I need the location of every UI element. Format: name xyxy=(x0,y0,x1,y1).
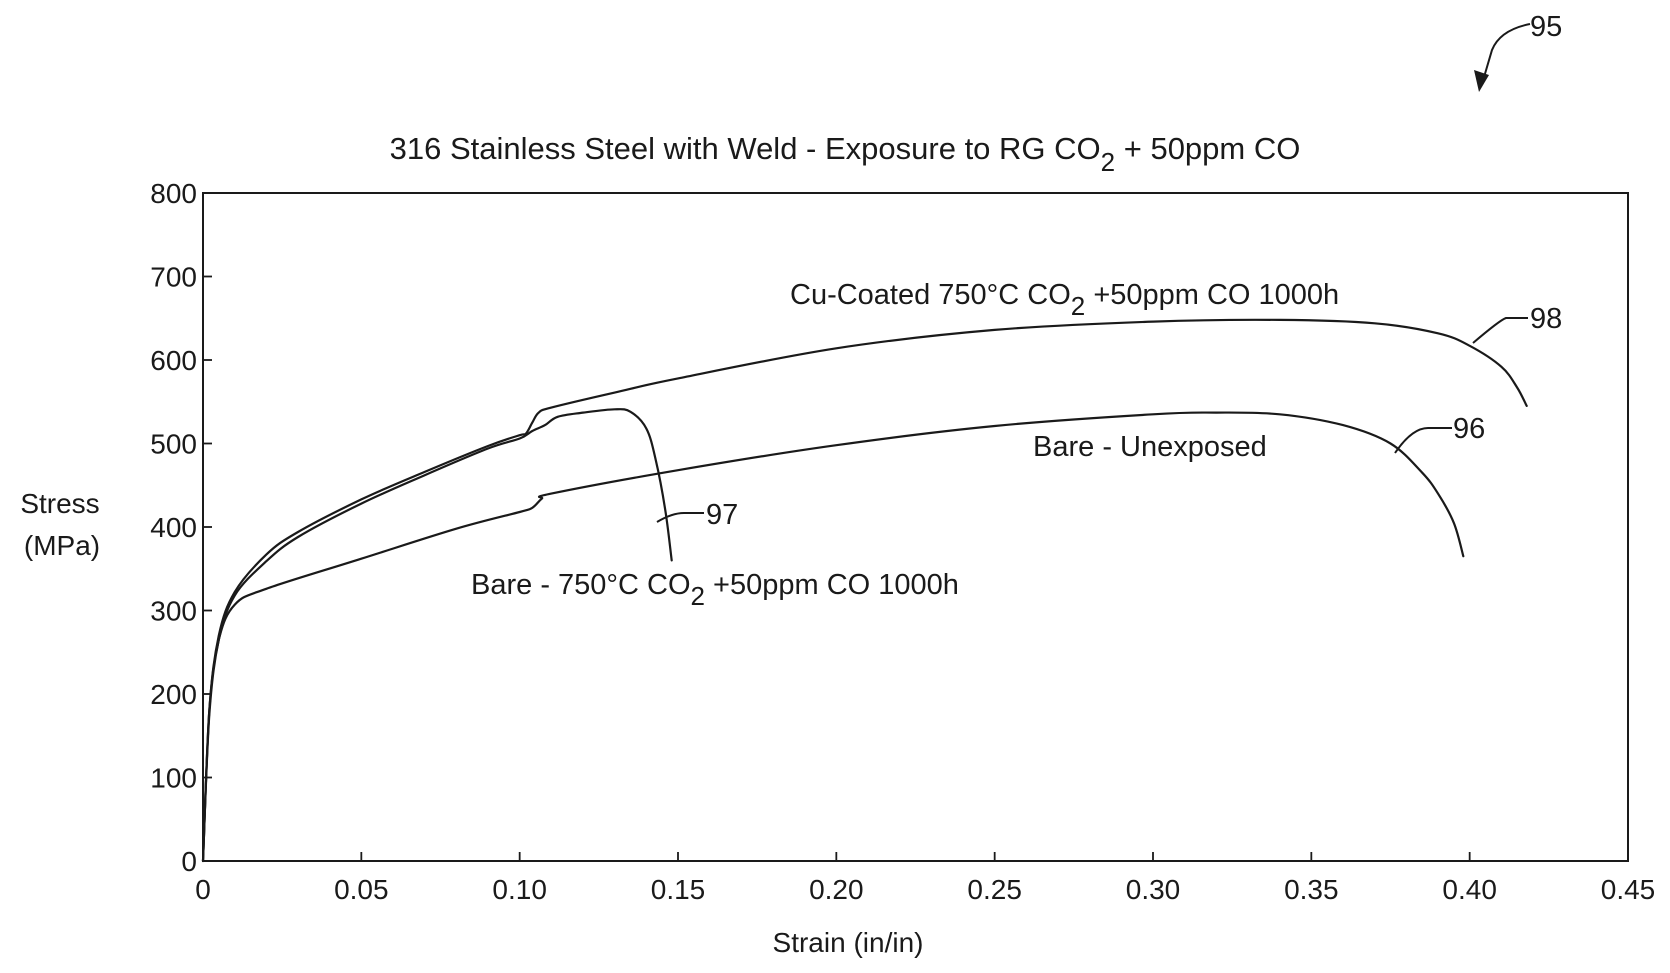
x-tick-label: 0.25 xyxy=(967,874,1022,905)
leader-line-97 xyxy=(656,512,704,523)
x-tick-label: 0.45 xyxy=(1601,874,1656,905)
chart-title-subscript: 2 xyxy=(1101,147,1115,177)
series-curves xyxy=(201,318,1528,863)
y-tick-label: 500 xyxy=(150,429,197,460)
figure-reference-number: 95 xyxy=(1530,11,1562,43)
y-tick-label: 600 xyxy=(150,345,197,376)
figure-reference-arrow-line xyxy=(1481,23,1531,85)
reference-number-96: 96 xyxy=(1453,413,1485,445)
series-line-bare-unexposed xyxy=(201,411,1465,863)
x-axis-ticks: 0 0.05 0.10 0.15 0.20 0.25 0.30 0.35 0.40 0.45 xyxy=(195,852,1655,905)
leader-line-98 xyxy=(1472,317,1528,344)
x-tick-label: 0.05 xyxy=(334,874,389,905)
y-axis-ticks: 0 100 200 300 400 500 600 700 800 xyxy=(150,178,212,877)
chart-title-tail: + 50ppm CO xyxy=(1115,131,1300,166)
series-line-bare-exposed xyxy=(201,408,673,863)
figure-reference: 95 xyxy=(1474,11,1562,92)
y-tick-label: 200 xyxy=(150,679,197,710)
chart-title: 316 Stainless Steel with Weld - Exposure… xyxy=(390,131,1301,177)
leader-line-96 xyxy=(1394,427,1452,454)
x-tick-label: 0.30 xyxy=(1126,874,1181,905)
series-line-cu-coated xyxy=(201,318,1528,863)
series-reference-98: 98 xyxy=(1472,303,1562,344)
x-tick-label: 0.10 xyxy=(492,874,547,905)
x-tick-label: 0.40 xyxy=(1442,874,1497,905)
y-tick-label: 400 xyxy=(150,512,197,543)
figure-reference-arrowhead xyxy=(1474,70,1489,92)
reference-number-97: 97 xyxy=(706,499,738,531)
series-label-bare-exposed: Bare - 750°C CO2 +50ppm CO 1000h xyxy=(471,569,959,611)
x-axis-label: Strain (in/in) xyxy=(773,927,924,958)
x-tick-label: 0.35 xyxy=(1284,874,1339,905)
y-tick-label: 100 xyxy=(150,763,197,794)
y-tick-label: 800 xyxy=(150,178,197,209)
y-axis-label-line-2: (MPa) xyxy=(24,530,100,561)
y-tick-label: 0 xyxy=(181,846,197,877)
y-axis-label-line-1: Stress xyxy=(20,488,99,519)
series-reference-97: 97 xyxy=(656,499,738,531)
chart-title-main: 316 Stainless Steel with Weld - Exposure… xyxy=(390,131,1101,166)
series-reference-96: 96 xyxy=(1394,413,1485,454)
series-label-bare-unexposed: Bare - Unexposed xyxy=(1033,431,1267,463)
x-tick-label: 0.15 xyxy=(651,874,706,905)
x-tick-label: 0 xyxy=(195,874,211,905)
series-label-cu-coated: Cu-Coated 750°C CO2 +50ppm CO 1000h xyxy=(790,279,1339,321)
x-tick-label: 0.20 xyxy=(809,874,864,905)
y-tick-label: 700 xyxy=(150,262,197,293)
reference-number-98: 98 xyxy=(1530,303,1562,335)
y-tick-label: 300 xyxy=(150,596,197,627)
